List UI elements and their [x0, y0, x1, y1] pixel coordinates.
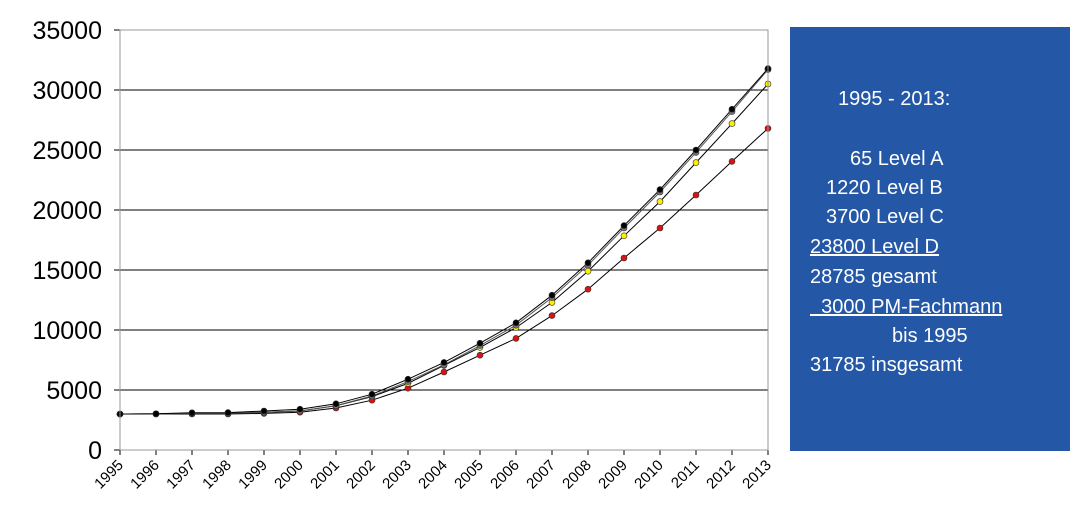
data-point — [620, 232, 628, 240]
summary-box: 1995 - 2013: 65 Level A 1220 Level B 370… — [790, 27, 1070, 451]
summary-level-c: 3700 Level C — [826, 206, 944, 228]
data-point — [692, 146, 700, 154]
plot-frame — [119, 29, 769, 451]
x-tick-label: 2012 — [703, 457, 739, 493]
x-tick-label: 2009 — [595, 457, 631, 493]
data-point — [512, 319, 520, 327]
data-point — [332, 400, 340, 408]
y-tick-label: 0 — [88, 437, 102, 465]
gridlines — [120, 29, 768, 451]
summary-gesamt: 28785 gesamt — [810, 266, 937, 288]
x-tick-label: 2013 — [739, 457, 775, 493]
data-point — [476, 351, 484, 359]
data-point — [548, 291, 556, 299]
data-point — [620, 254, 628, 262]
x-tick-label: 2006 — [487, 457, 523, 493]
summary-title: 1995 - 2013: — [838, 88, 951, 110]
series-points — [116, 65, 772, 418]
x-tick-label: 2001 — [307, 457, 343, 493]
data-point — [188, 409, 196, 417]
y-tick-label: 20000 — [32, 197, 102, 225]
y-tick-label: 25000 — [32, 137, 102, 165]
y-tick-label: 5000 — [46, 377, 102, 405]
y-tick-label: 15000 — [32, 257, 102, 285]
y-tick-label: 30000 — [32, 77, 102, 105]
data-point — [584, 267, 592, 275]
y-axis-ticks: 0 5000 10000 15000 20000 25000 30000 35000 — [32, 17, 120, 465]
summary-level-d: 23800 Level D — [810, 236, 939, 258]
data-point — [512, 335, 520, 342]
x-tick-label: 2007 — [523, 457, 559, 493]
data-point — [692, 159, 700, 166]
x-tick-label: 2008 — [559, 457, 595, 493]
line-chart: 0 5000 10000 15000 20000 25000 30000 35000 1995… — [32, 17, 775, 492]
x-tick-label: 2003 — [379, 457, 415, 493]
data-point — [224, 409, 232, 416]
x-tick-label: 1998 — [199, 457, 235, 493]
data-point — [692, 191, 700, 199]
data-point — [368, 390, 376, 398]
data-point — [620, 222, 628, 229]
x-tick-label: 2000 — [271, 457, 307, 493]
data-point — [440, 368, 448, 376]
x-tick-label: 2010 — [631, 457, 667, 493]
data-point — [728, 120, 736, 127]
data-point — [260, 407, 268, 415]
x-tick-label: 2004 — [415, 457, 451, 493]
x-tick-label: 1999 — [235, 457, 271, 493]
x-tick-label: 2011 — [668, 457, 703, 492]
x-axis-ticks: 1995 1996 1997 1998 1999 2000 2001 2002 2003 2004… — [91, 450, 775, 492]
summary-level-a: 65 Level A — [850, 148, 944, 170]
x-tick-label: 1997 — [163, 457, 199, 493]
data-point — [728, 158, 736, 165]
data-point — [296, 405, 304, 413]
data-point — [548, 312, 556, 319]
data-point — [584, 285, 592, 293]
summary-level-b: 1220 Level B — [826, 177, 943, 199]
data-point — [152, 410, 160, 418]
data-point — [656, 224, 664, 232]
x-tick-label: 1996 — [127, 457, 163, 493]
summary-pm-fachmann: 3000 PM-Fachmann — [810, 296, 1003, 318]
data-point — [476, 339, 484, 347]
x-tick-label: 2005 — [451, 457, 487, 493]
summary-bis-1995: bis 1995 — [892, 325, 968, 347]
y-tick-label: 10000 — [32, 317, 102, 345]
data-point — [584, 259, 592, 267]
y-tick-label: 35000 — [32, 17, 102, 45]
data-point — [404, 375, 412, 383]
summary-insgesamt: 31785 insgesamt — [810, 354, 963, 376]
data-point — [728, 105, 736, 113]
x-tick-label: 2002 — [343, 457, 379, 493]
data-point — [656, 198, 664, 205]
data-point — [440, 359, 448, 366]
data-point — [656, 186, 664, 193]
